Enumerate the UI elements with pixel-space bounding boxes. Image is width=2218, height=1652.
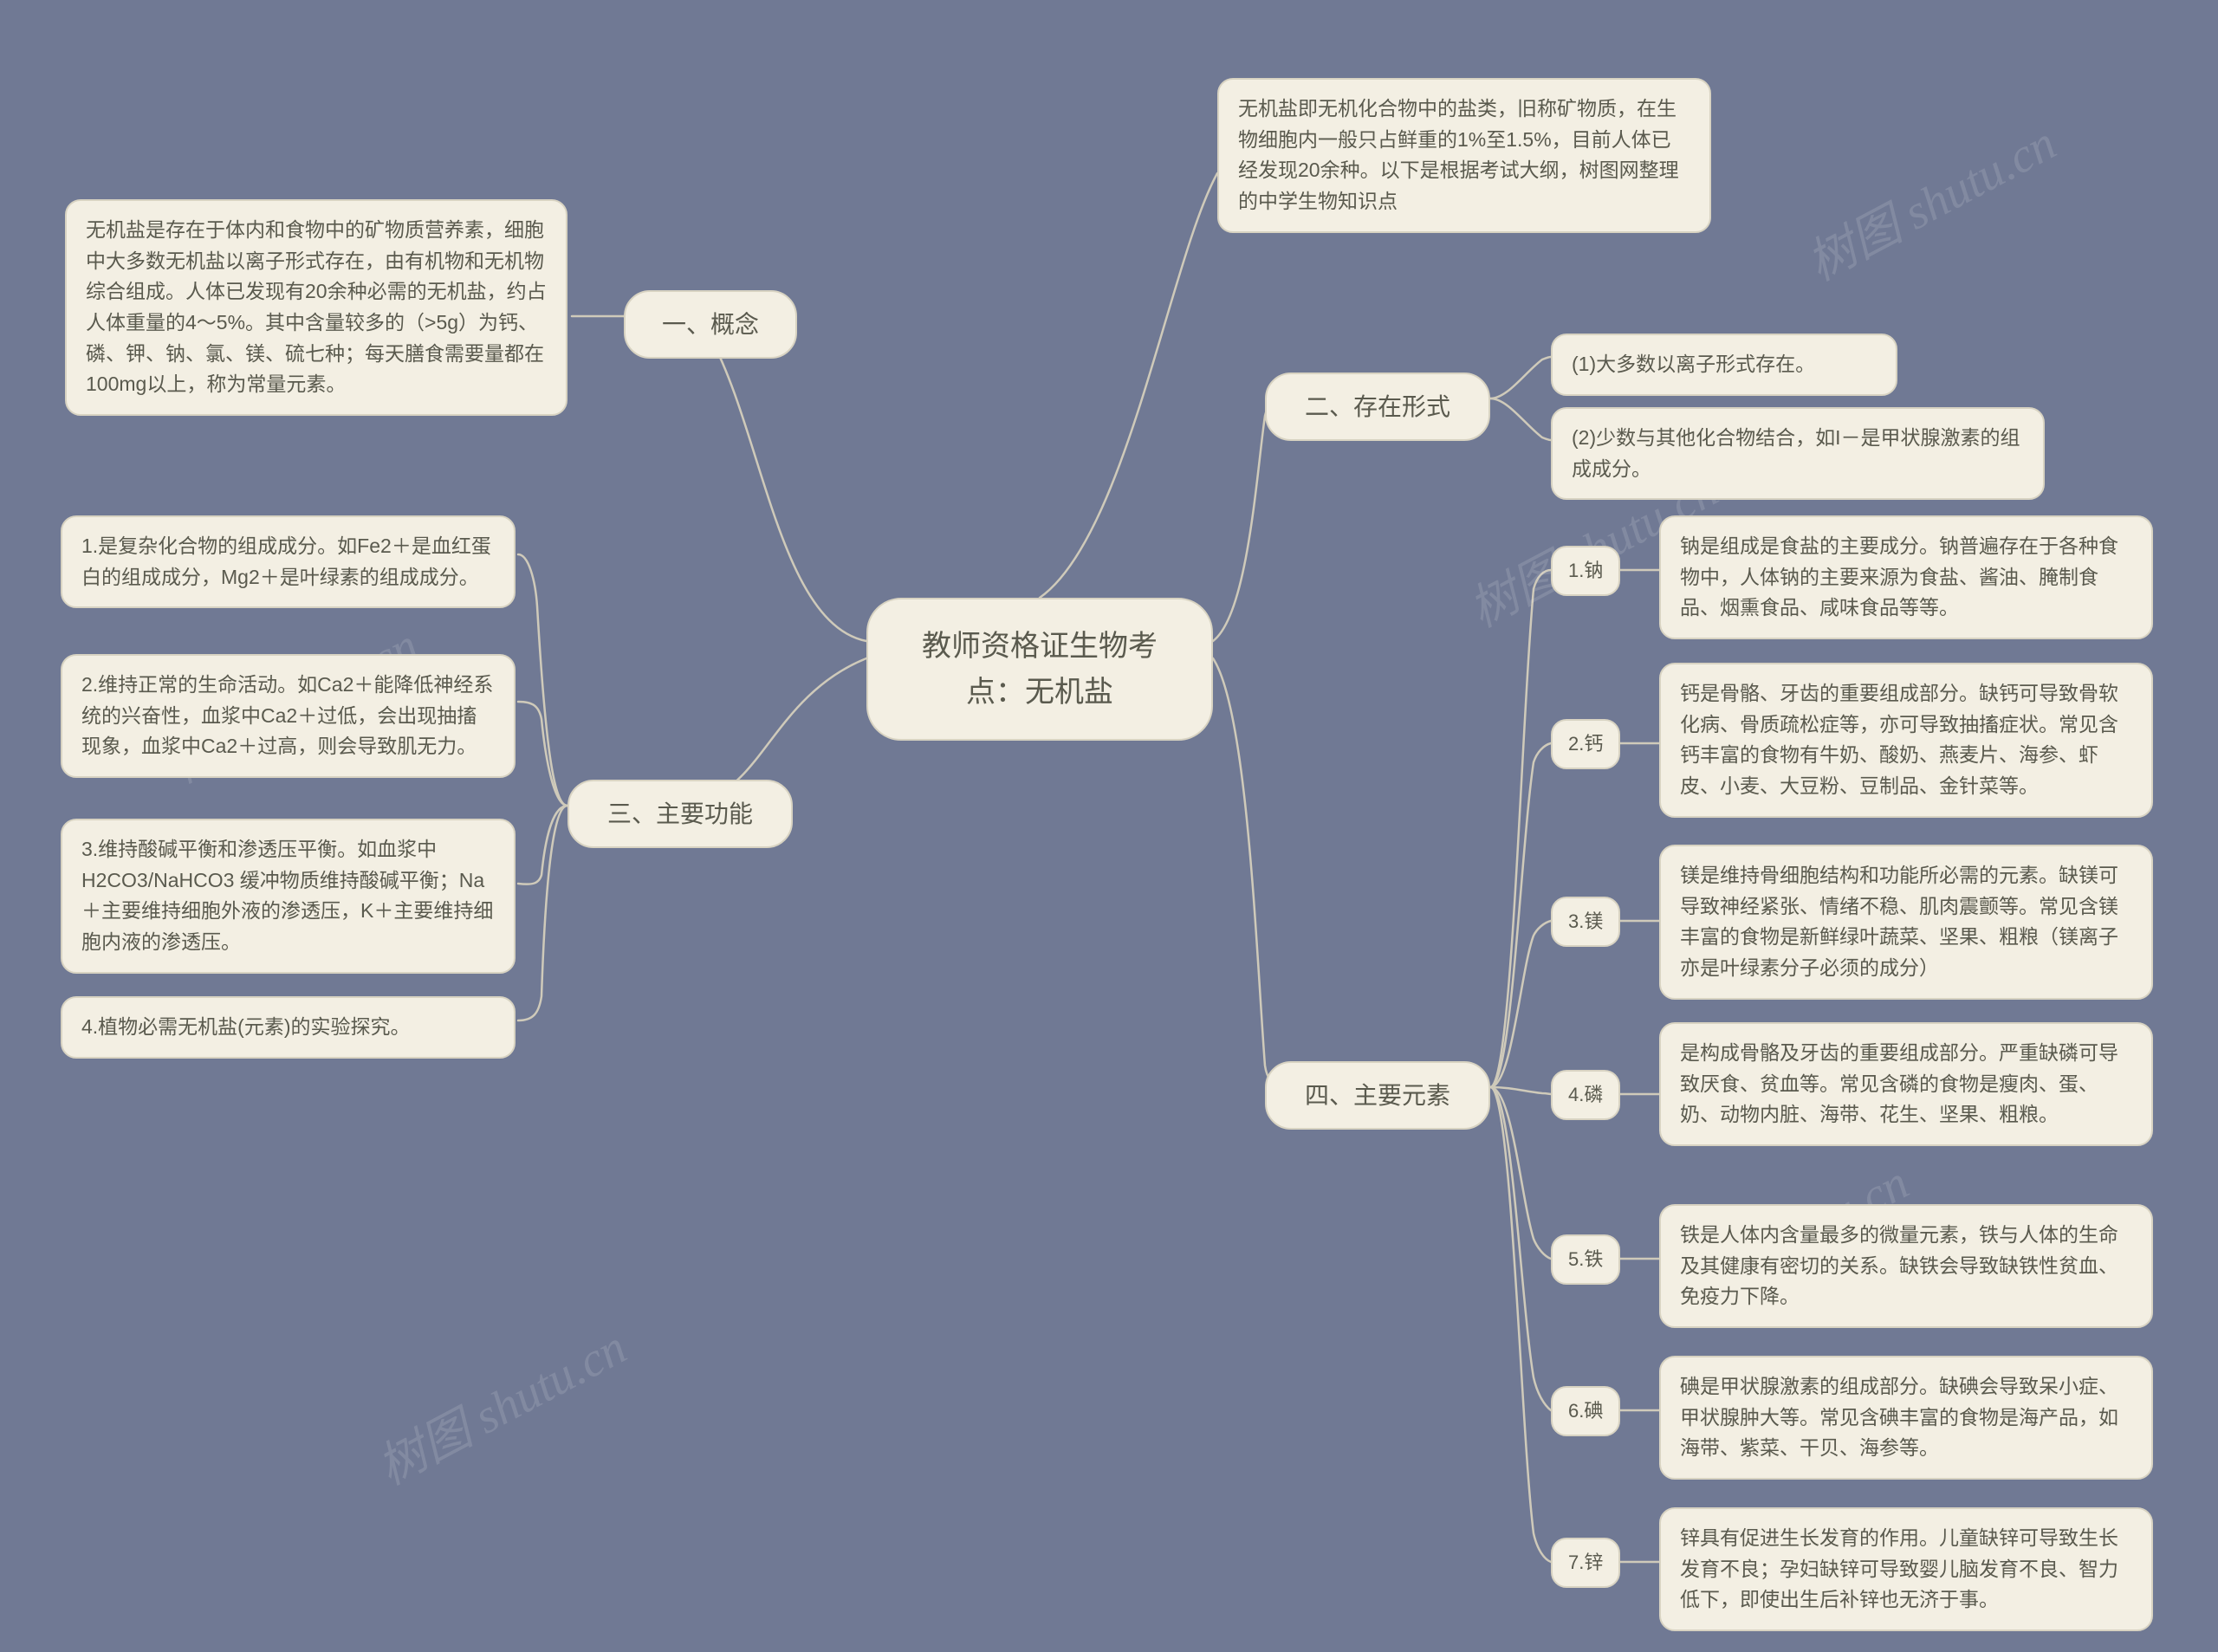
element-num-label: 3.镁 xyxy=(1568,910,1603,932)
element-num-3[interactable]: 3.镁 xyxy=(1551,897,1620,947)
element-desc-2[interactable]: 钙是骨骼、牙齿的重要组成部分。缺钙可导致骨软化病、骨质疏松症等，亦可导致抽搐症状… xyxy=(1659,663,2153,818)
element-num-4[interactable]: 4.磷 xyxy=(1551,1070,1620,1120)
element-num-2[interactable]: 2.钙 xyxy=(1551,719,1620,769)
function-leaf-4[interactable]: 4.植物必需无机盐(元素)的实验探究。 xyxy=(61,996,516,1059)
branch-elements-label: 四、主要元素 xyxy=(1305,1082,1450,1109)
element-desc-5[interactable]: 铁是人体内含量最多的微量元素，铁与人体的生命及其健康有密切的关系。缺铁会导致缺铁… xyxy=(1659,1204,2153,1328)
element-desc-6[interactable]: 碘是甲状腺激素的组成部分。缺碘会导致呆小症、甲状腺肿大等。常见含碘丰富的食物是海… xyxy=(1659,1356,2153,1480)
element-num-5[interactable]: 5.铁 xyxy=(1551,1234,1620,1285)
element-desc-1[interactable]: 钠是组成是食盐的主要成分。钠普遍存在于各种食物中，人体钠的主要来源为食盐、酱油、… xyxy=(1659,515,2153,639)
intro-text: 无机盐即无机化合物中的盐类，旧称矿物质，在生物细胞内一般只占鲜重的1%至1.5%… xyxy=(1238,97,1679,212)
form-leaf-text: (1)大多数以离子形式存在。 xyxy=(1572,353,1815,375)
concept-leaf[interactable]: 无机盐是存在于体内和食物中的矿物质营养素，细胞中大多数无机盐以离子形式存在，由有… xyxy=(65,199,567,416)
element-num-label: 4.磷 xyxy=(1568,1084,1603,1105)
intro-node[interactable]: 无机盐即无机化合物中的盐类，旧称矿物质，在生物细胞内一般只占鲜重的1%至1.5%… xyxy=(1217,78,1711,233)
element-desc-text: 钙是骨骼、牙齿的重要组成部分。缺钙可导致骨软化病、骨质疏松症等，亦可导致抽搐症状… xyxy=(1680,682,2118,797)
watermark: 树图 shutu.cn xyxy=(1793,105,2066,295)
function-leaf-2[interactable]: 2.维持正常的生命活动。如Ca2＋能降低神经系统的兴奋性，血浆中Ca2＋过低，会… xyxy=(61,654,516,778)
element-desc-text: 镁是维持骨细胞结构和功能所必需的元素。缺镁可导致神经紧张、情绪不稳、肌肉震颤等。… xyxy=(1680,864,2118,979)
element-num-label: 1.钠 xyxy=(1568,560,1603,581)
element-desc-text: 铁是人体内含量最多的微量元素，铁与人体的生命及其健康有密切的关系。缺铁会导致缺铁… xyxy=(1680,1223,2118,1307)
element-desc-text: 是构成骨骼及牙齿的重要组成部分。严重缺磷可导致厌食、贫血等。常见含磷的食物是瘦肉… xyxy=(1680,1041,2118,1125)
branch-concept[interactable]: 一、概念 xyxy=(624,290,797,359)
element-num-label: 2.钙 xyxy=(1568,733,1603,755)
function-leaf-text: 1.是复杂化合物的组成成分。如Fe2＋是血红蛋白的组成成分，Mg2＋是叶绿素的组… xyxy=(81,534,491,588)
root-node[interactable]: 教师资格证生物考点：无机盐 xyxy=(866,598,1213,741)
function-leaf-text: 4.植物必需无机盐(元素)的实验探究。 xyxy=(81,1015,411,1038)
concept-leaf-text: 无机盐是存在于体内和食物中的矿物质营养素，细胞中大多数无机盐以离子形式存在，由有… xyxy=(86,218,547,395)
element-num-7[interactable]: 7.锌 xyxy=(1551,1538,1620,1588)
branch-functions[interactable]: 三、主要功能 xyxy=(567,780,793,848)
element-num-6[interactable]: 6.碘 xyxy=(1551,1386,1620,1436)
element-num-label: 6.碘 xyxy=(1568,1400,1603,1422)
function-leaf-text: 2.维持正常的生命活动。如Ca2＋能降低神经系统的兴奋性，血浆中Ca2＋过低，会… xyxy=(81,673,493,757)
element-desc-4[interactable]: 是构成骨骼及牙齿的重要组成部分。严重缺磷可导致厌食、贫血等。常见含磷的食物是瘦肉… xyxy=(1659,1022,2153,1146)
function-leaf-1[interactable]: 1.是复杂化合物的组成成分。如Fe2＋是血红蛋白的组成成分，Mg2＋是叶绿素的组… xyxy=(61,515,516,608)
element-desc-text: 碘是甲状腺激素的组成部分。缺碘会导致呆小症、甲状腺肿大等。常见含碘丰富的食物是海… xyxy=(1680,1375,2118,1459)
branch-elements[interactable]: 四、主要元素 xyxy=(1265,1061,1490,1130)
form-leaf-1[interactable]: (1)大多数以离子形式存在。 xyxy=(1551,334,1897,396)
element-desc-3[interactable]: 镁是维持骨细胞结构和功能所必需的元素。缺镁可导致神经紧张、情绪不稳、肌肉震颤等。… xyxy=(1659,845,2153,1000)
element-num-label: 7.锌 xyxy=(1568,1552,1603,1573)
function-leaf-3[interactable]: 3.维持酸碱平衡和渗透压平衡。如血浆中H2CO3/NaHCO3 缓冲物质维持酸碱… xyxy=(61,819,516,974)
form-leaf-text: (2)少数与其他化合物结合，如I－是甲状腺激素的组成成分。 xyxy=(1572,426,2020,480)
function-leaf-text: 3.维持酸碱平衡和渗透压平衡。如血浆中H2CO3/NaHCO3 缓冲物质维持酸碱… xyxy=(81,838,493,953)
element-num-label: 5.铁 xyxy=(1568,1248,1603,1270)
branch-forms[interactable]: 二、存在形式 xyxy=(1265,373,1490,441)
element-desc-7[interactable]: 锌具有促进生长发育的作用。儿童缺锌可导致生长发育不良；孕妇缺锌可导致婴儿脑发育不… xyxy=(1659,1507,2153,1631)
branch-forms-label: 二、存在形式 xyxy=(1305,393,1450,420)
element-num-1[interactable]: 1.钠 xyxy=(1551,546,1620,596)
form-leaf-2[interactable]: (2)少数与其他化合物结合，如I－是甲状腺激素的组成成分。 xyxy=(1551,407,2045,500)
element-desc-text: 锌具有促进生长发育的作用。儿童缺锌可导致生长发育不良；孕妇缺锌可导致婴儿脑发育不… xyxy=(1680,1526,2118,1610)
branch-functions-label: 三、主要功能 xyxy=(607,800,753,827)
root-label: 教师资格证生物考点：无机盐 xyxy=(922,630,1158,709)
watermark: 树图 shutu.cn xyxy=(363,1309,636,1499)
branch-concept-label: 一、概念 xyxy=(662,311,759,338)
element-desc-text: 钠是组成是食盐的主要成分。钠普遍存在于各种食物中，人体钠的主要来源为食盐、酱油、… xyxy=(1680,534,2118,619)
